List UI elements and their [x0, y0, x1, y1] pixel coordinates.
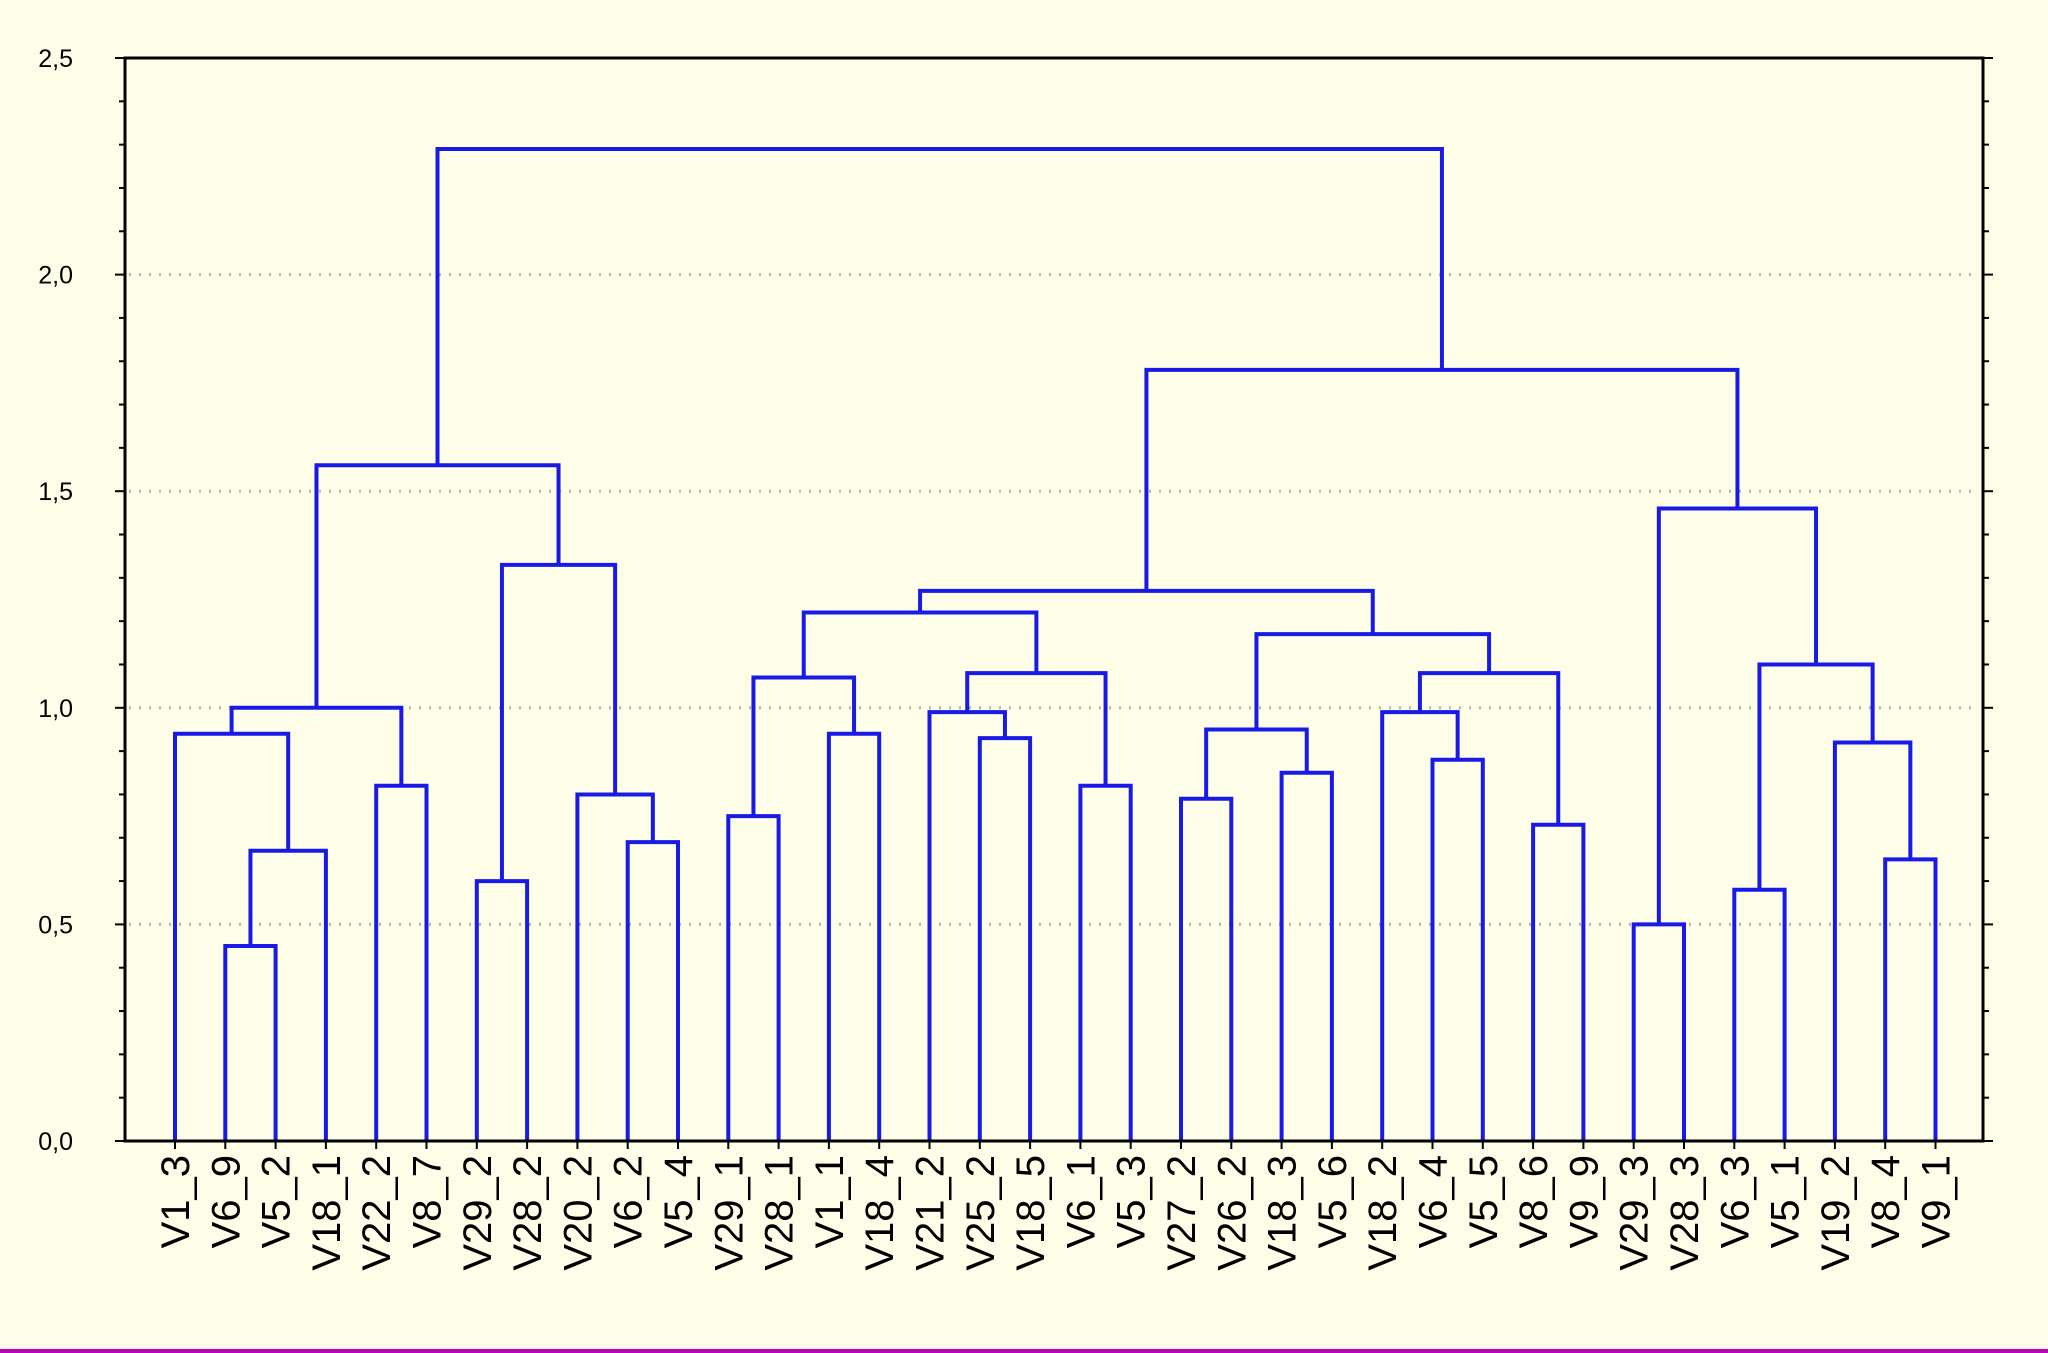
leaf-label: V5_5 — [1462, 1155, 1506, 1248]
dendrogram-link — [248, 848, 328, 1141]
dendrogram-link — [726, 814, 781, 1141]
dendrogram-links — [173, 146, 1938, 1141]
leaf-label: V28_2 — [506, 1155, 550, 1271]
dendrogram-link — [1757, 662, 1875, 890]
leaf-label: V5_2 — [255, 1155, 299, 1248]
leaf-label: V18_1 — [305, 1155, 349, 1271]
y-tick-label: 0,5 — [38, 911, 73, 939]
leaf-label: V5_1 — [1764, 1155, 1808, 1248]
leaf-label: V18_4 — [858, 1155, 902, 1271]
leaf-label: V6_3 — [1713, 1155, 1757, 1248]
dendrogram-link — [1656, 506, 1819, 925]
plot-frame — [123, 56, 1985, 1143]
dendrogram-link — [1417, 671, 1561, 825]
y-tick-label: 1,5 — [38, 478, 73, 506]
leaf-label: V6_9 — [204, 1155, 248, 1248]
dendrogram-link — [1732, 887, 1787, 1141]
y-tick-label: 0,0 — [38, 1128, 73, 1156]
leaf-label: V9_1 — [1915, 1155, 1959, 1248]
dendrogram-link — [374, 783, 429, 1141]
dendrogram-link — [751, 675, 857, 817]
dendrogram-link — [229, 705, 404, 786]
dendrogram-link — [1179, 796, 1234, 1141]
dendrogram-link — [173, 731, 291, 1141]
leaf-label: V28_1 — [758, 1155, 802, 1271]
leaf-label: V1_3 — [154, 1155, 198, 1248]
dendrogram-link — [801, 610, 1039, 678]
leaf-label: V19_2 — [1814, 1155, 1858, 1271]
leaf-label: V26_2 — [1210, 1155, 1254, 1271]
y-tick-label: 1,0 — [38, 695, 73, 723]
leaf-label: V6_2 — [607, 1155, 651, 1248]
dendrogram-link — [977, 736, 1033, 1141]
leaf-label: V29_3 — [1613, 1155, 1657, 1271]
leaf-label: V8_4 — [1864, 1155, 1908, 1248]
dendrogram-link — [1279, 770, 1334, 1141]
leaf-label: V18_2 — [1361, 1155, 1405, 1271]
leaf-label: V9_9 — [1562, 1155, 1606, 1248]
dendrogram-link — [1254, 632, 1492, 730]
dendrogram-link — [1531, 822, 1586, 1141]
leaf-label: V5_4 — [657, 1155, 701, 1248]
leaf-label: V5_3 — [1110, 1155, 1154, 1248]
dendrogram-link — [1078, 783, 1133, 1141]
leaf-label: V18_3 — [1261, 1155, 1305, 1271]
grid-lines — [129, 273, 1979, 926]
dendrogram-link — [1883, 857, 1938, 1141]
dendrogram-link — [435, 146, 1444, 466]
x-axis-leaf-labels: V1_3 V6_9 V5_2 V18_1 V22_2 V8_7 V29_2 V28_2 V20_… — [154, 1155, 1959, 1271]
leaf-label: V18_5 — [1009, 1155, 1053, 1271]
dendrogram-link — [575, 792, 655, 1141]
leaf-label: V1_1 — [808, 1155, 852, 1248]
leaf-label: V25_2 — [959, 1155, 1003, 1271]
dendrogram-link — [1204, 727, 1309, 799]
leaf-label: V22_2 — [355, 1155, 399, 1271]
dendrogram-link — [474, 879, 530, 1141]
dendrogram-link — [1430, 757, 1485, 1141]
y-tick-label: 2,0 — [38, 262, 73, 290]
bottom-border — [0, 1349, 2048, 1353]
leaf-label: V29_2 — [456, 1155, 500, 1271]
leaf-label: V6_4 — [1412, 1155, 1456, 1248]
dendrogram-link — [314, 463, 561, 708]
dendrogram-link — [1144, 367, 1740, 591]
y-tick-label: 2,5 — [38, 45, 73, 73]
leaf-label: V5_6 — [1311, 1155, 1355, 1248]
dendrogram-link — [1631, 922, 1686, 1141]
dendrogram-link — [499, 562, 618, 882]
y-axis-tick-labels: 0,0 0,5 1,0 1,5 2,0 2,5 — [38, 45, 73, 1156]
leaf-label: V27_2 — [1160, 1155, 1204, 1271]
dendrogram-link — [625, 840, 680, 1141]
dendrogram-link — [1832, 740, 1913, 1141]
dendrogram-link — [965, 671, 1108, 786]
leaf-label: V20_2 — [556, 1155, 600, 1271]
leaf-label: V8_7 — [406, 1155, 450, 1248]
dendrogram-link — [223, 944, 278, 1141]
leaf-label: V8_6 — [1512, 1155, 1556, 1248]
dendrogram-link — [826, 731, 882, 1141]
dendrogram-link — [927, 710, 1007, 1141]
leaf-label: V29_1 — [707, 1155, 751, 1271]
leaf-label: V6_1 — [1059, 1155, 1103, 1248]
leaf-label: V21_2 — [909, 1155, 953, 1271]
axis-ticks — [115, 57, 1993, 1149]
leaf-label: V28_3 — [1663, 1155, 1707, 1271]
dendrogram-link — [1380, 710, 1460, 1141]
